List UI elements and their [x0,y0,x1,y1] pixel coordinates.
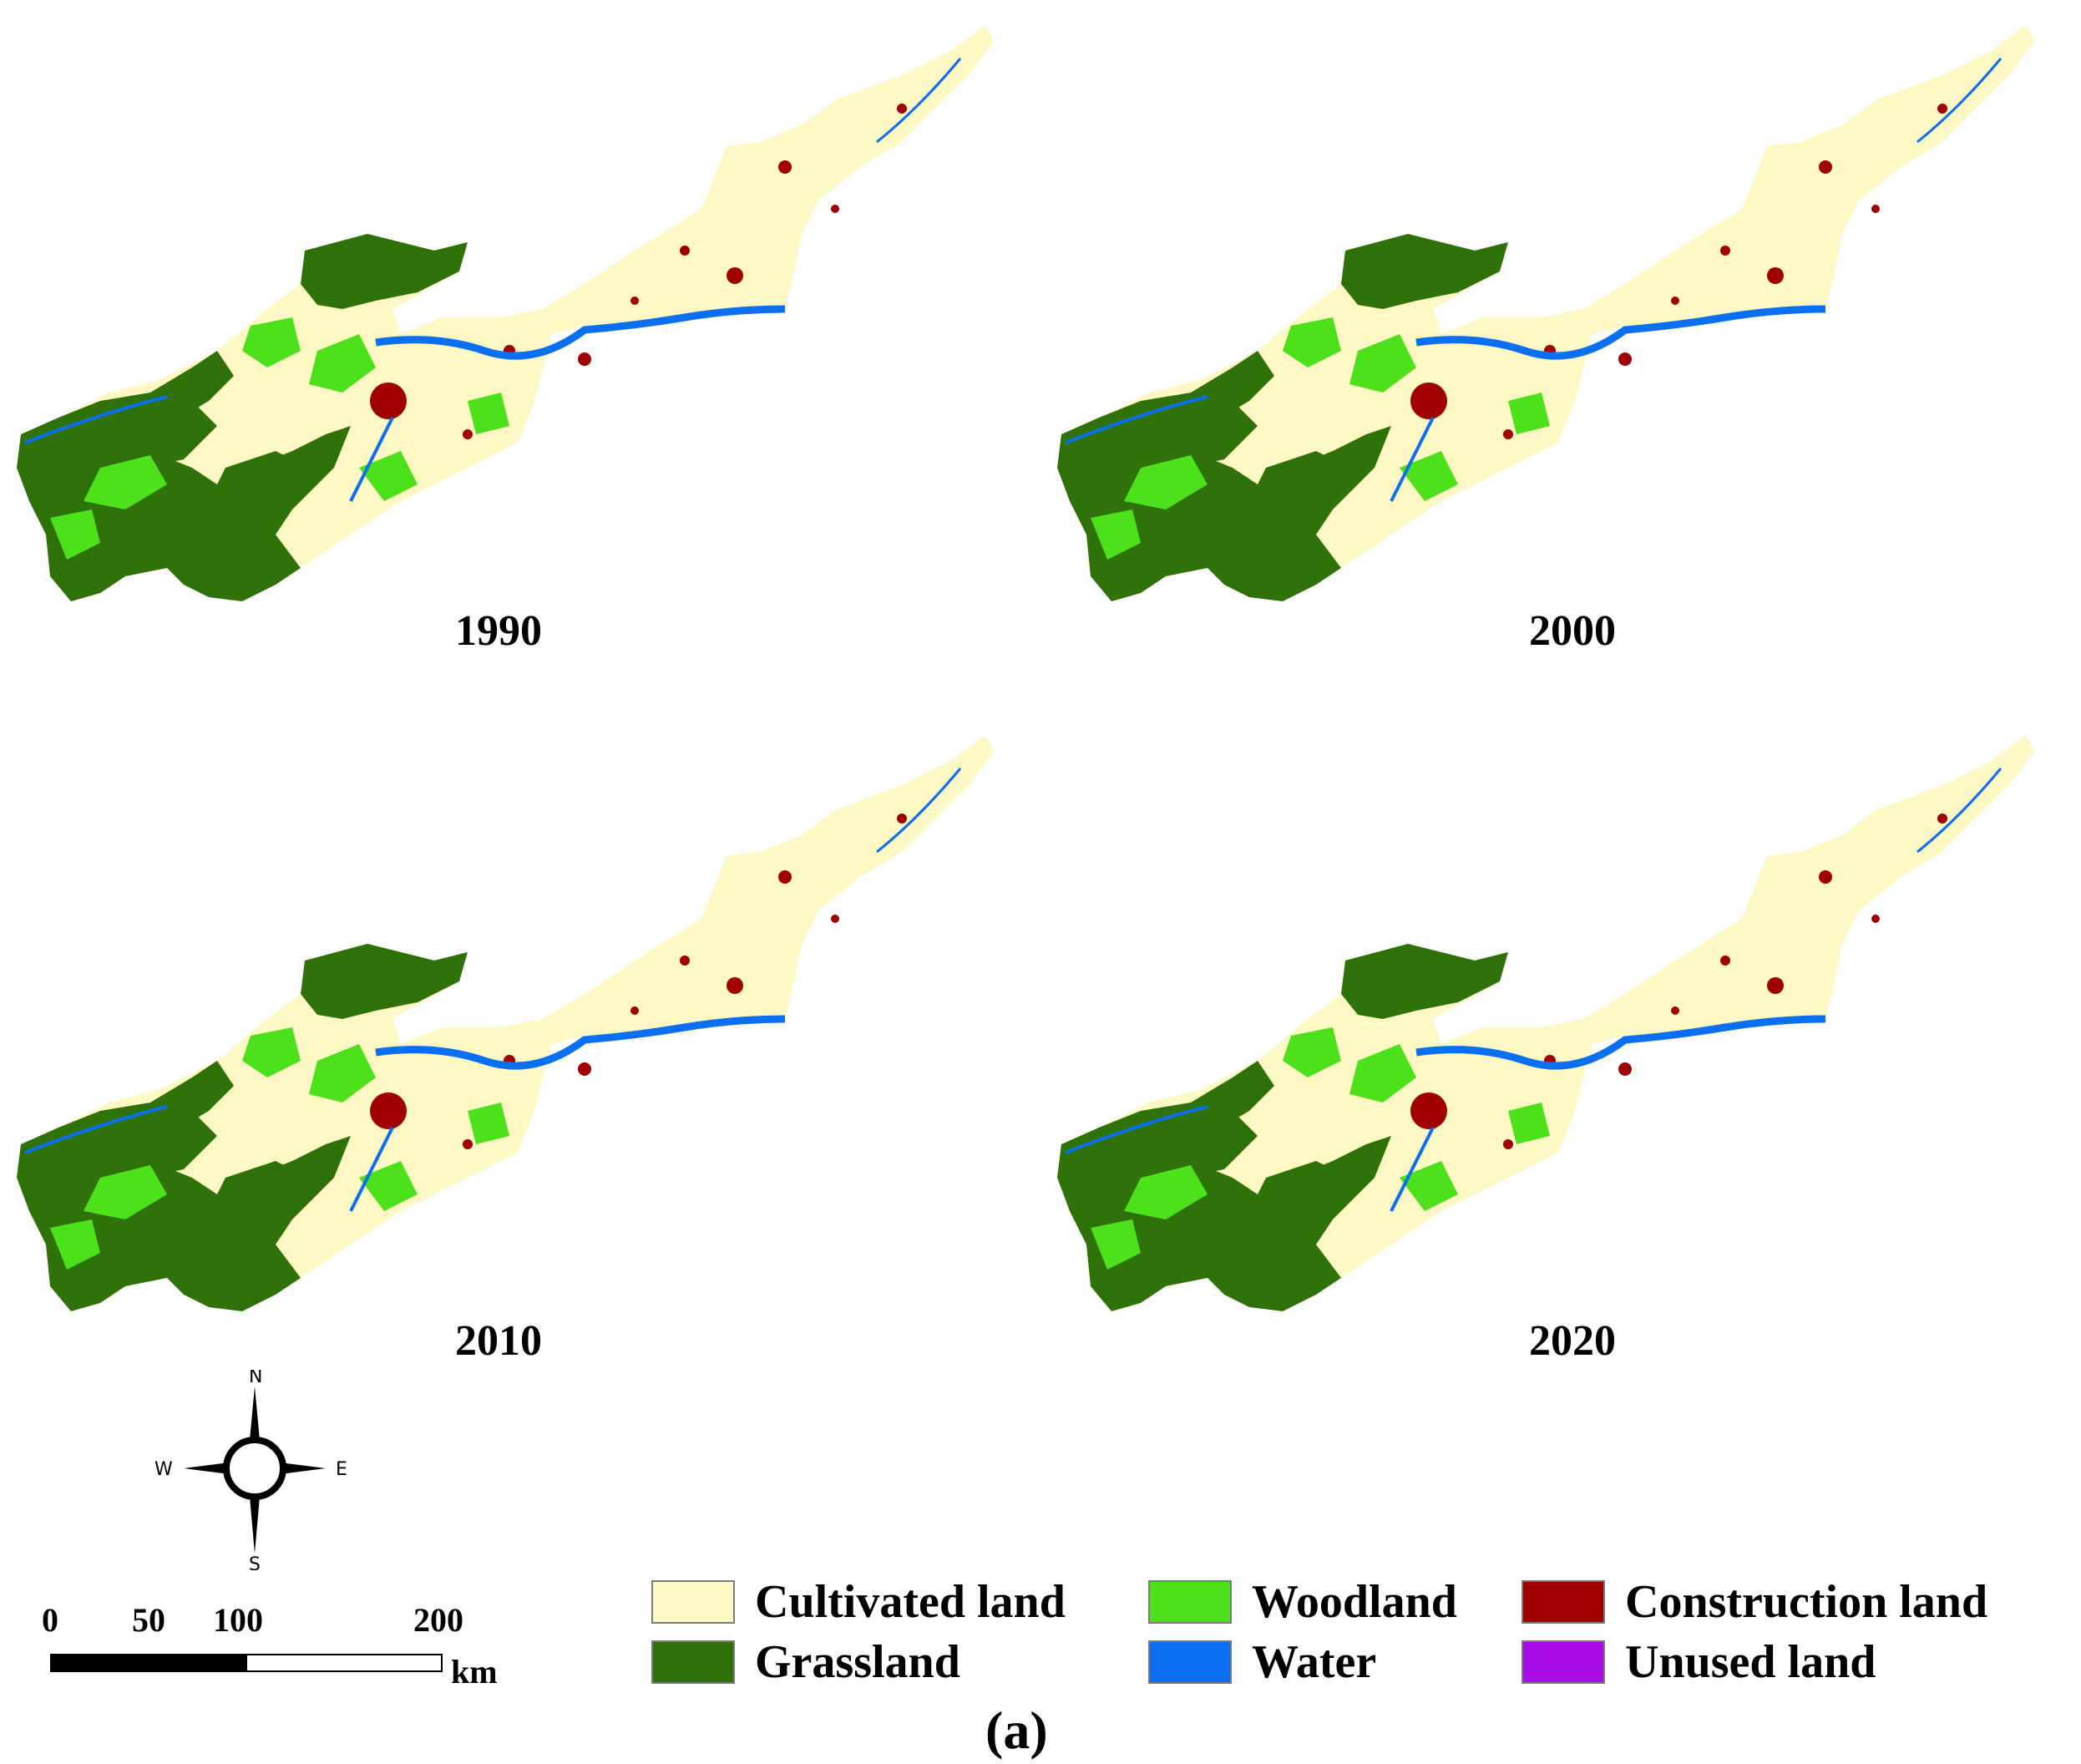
map-panel-2010: 2010 [0,710,1040,1420]
legend-swatch [651,1640,735,1684]
land-use-map-2010 [0,710,1040,1420]
scale-unit: km [451,1653,498,1690]
land-use-map-2020 [1040,710,2081,1420]
legend-swatch [1522,1640,1605,1684]
compass-e: E [336,1459,347,1480]
legend-swatch [1522,1580,1605,1624]
map-panel-2020: 2020 [1040,710,2081,1420]
compass-w: W [154,1459,173,1480]
legend-item-water: Water [1148,1639,1376,1685]
map-panel-1990: 1990 [0,0,1040,710]
legend-label: Grassland [755,1636,960,1688]
legend-swatch [1148,1640,1232,1684]
legend-item-construction: Construction land [1522,1579,1987,1625]
north-arrow-compass: N S W E [150,1366,367,1575]
legend-label: Cultivated land [755,1576,1066,1628]
year-label: 2020 [1529,1317,1616,1365]
scale-tick: 100 [213,1601,263,1639]
year-label: 2000 [1529,607,1616,655]
scale-tick: 200 [413,1601,463,1639]
scale-bar-empty [246,1654,443,1672]
legend-item-grassland: Grassland [651,1639,960,1685]
scale-bar: 0 50 100 200 km [33,1604,534,1696]
compass-n: N [249,1370,262,1387]
legend-swatch [651,1580,735,1624]
legend-label: Construction land [1625,1576,1988,1628]
land-use-map-1990 [0,0,1040,710]
scale-tick: 50 [132,1601,165,1639]
land-use-map-2000 [1040,0,2081,710]
scale-tick: 0 [42,1601,58,1639]
map-panel-2000: 2000 [1040,0,2081,710]
year-label: 1990 [455,607,542,655]
year-label: 2010 [455,1317,542,1365]
legend-swatch [1148,1580,1232,1624]
legend-item-woodland: Woodland [1148,1579,1457,1625]
legend-label: Woodland [1252,1576,1457,1628]
compass-rose-icon: N S W E [154,1366,347,1575]
legend-item-cultivated: Cultivated land [651,1579,1066,1625]
figure-caption: (a) [985,1701,1048,1760]
compass-s: S [249,1554,261,1570]
scale-bar-filled [50,1654,247,1672]
legend-item-unused: Unused land [1522,1639,1876,1685]
legend-label: Water [1252,1636,1377,1688]
legend-label: Unused land [1625,1636,1876,1688]
